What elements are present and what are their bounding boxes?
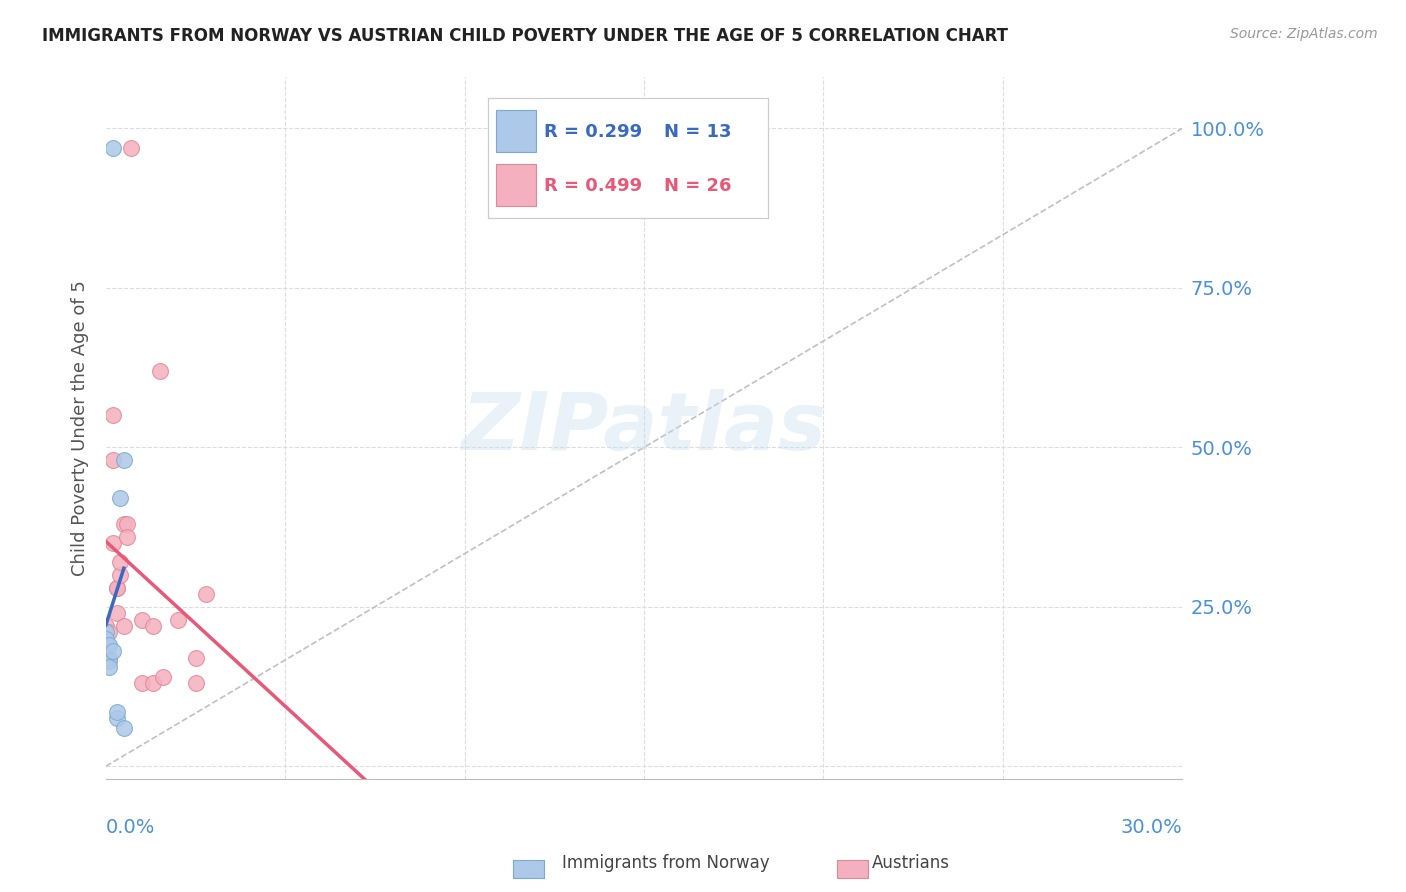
Point — [98, 625, 121, 640]
Point — [94, 625, 117, 640]
Point — [105, 705, 128, 719]
Point — [184, 650, 207, 665]
Point — [152, 670, 174, 684]
Point — [112, 453, 135, 467]
Point — [184, 676, 207, 690]
Point — [120, 140, 142, 154]
Point — [131, 613, 153, 627]
Point — [101, 453, 124, 467]
Point — [101, 644, 124, 658]
Point — [110, 567, 132, 582]
Point — [195, 587, 218, 601]
Point — [98, 638, 121, 652]
Text: IMMIGRANTS FROM NORWAY VS AUSTRIAN CHILD POVERTY UNDER THE AGE OF 5 CORRELATION : IMMIGRANTS FROM NORWAY VS AUSTRIAN CHILD… — [42, 27, 1008, 45]
Point — [101, 536, 124, 550]
Point — [141, 676, 163, 690]
Text: Source: ZipAtlas.com: Source: ZipAtlas.com — [1230, 27, 1378, 41]
Point — [141, 619, 163, 633]
Point — [94, 632, 117, 646]
Point — [101, 140, 124, 154]
Text: ZIPatlas: ZIPatlas — [461, 389, 827, 467]
Y-axis label: Child Poverty Under the Age of 5: Child Poverty Under the Age of 5 — [72, 280, 89, 576]
Text: 30.0%: 30.0% — [1121, 818, 1182, 837]
Point — [105, 606, 128, 620]
Point — [94, 650, 117, 665]
Text: 0.0%: 0.0% — [105, 818, 155, 837]
Point — [105, 581, 128, 595]
Point — [101, 409, 124, 423]
Point — [110, 491, 132, 506]
Point — [98, 650, 121, 665]
Point — [98, 660, 121, 674]
Text: Austrians: Austrians — [872, 855, 949, 872]
Point — [149, 364, 172, 378]
Point — [105, 581, 128, 595]
Text: Immigrants from Norway: Immigrants from Norway — [562, 855, 770, 872]
Point — [112, 516, 135, 531]
Point — [98, 654, 121, 668]
Point — [117, 516, 139, 531]
Point — [112, 619, 135, 633]
Point — [94, 619, 117, 633]
Point — [105, 711, 128, 725]
Point — [110, 555, 132, 569]
Point — [112, 721, 135, 735]
Point — [131, 676, 153, 690]
Point — [117, 530, 139, 544]
Point — [166, 613, 188, 627]
